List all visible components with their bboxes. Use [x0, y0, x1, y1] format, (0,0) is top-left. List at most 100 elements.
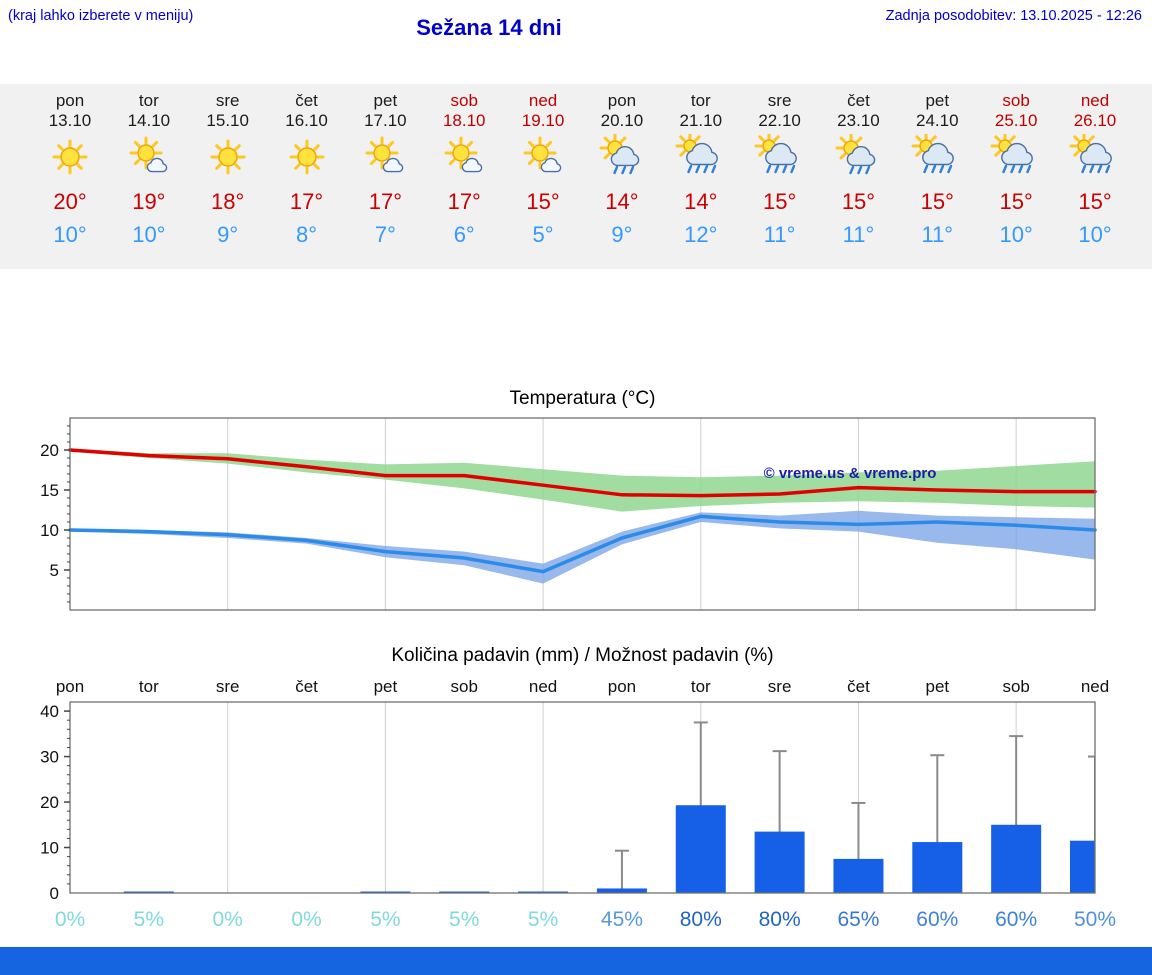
precip-bar — [439, 891, 490, 893]
precip-bar — [596, 888, 647, 893]
day-name: ned — [528, 91, 558, 110]
max-temp: 17° — [289, 189, 324, 214]
day-date: 26.10 — [1073, 111, 1117, 130]
min-temp: 11° — [763, 222, 796, 247]
max-temp: 17° — [447, 189, 481, 214]
cloud-rain-icon — [659, 131, 743, 182]
day-date: 23.10 — [837, 111, 880, 130]
day-name: sre — [767, 91, 792, 110]
max-temp: 20° — [53, 189, 87, 214]
precip-day-label: čet — [847, 677, 870, 696]
y-tick-label: 10 — [40, 521, 59, 540]
forecast-day-column[interactable]: pon 13.10 20° 10° — [28, 91, 112, 248]
precip-day-label: pon — [56, 677, 84, 696]
max-temp: 15° — [841, 189, 876, 214]
day-date: 25.10 — [994, 111, 1038, 130]
max-temp: 17° — [368, 189, 403, 214]
precip-bar — [991, 824, 1042, 893]
sun-cloud-icon — [422, 134, 506, 182]
forecast-day-column[interactable]: ned 19.10 15° 5° — [501, 91, 585, 248]
day-name: sob — [1002, 91, 1030, 110]
temperature-chart-title: Temperatura (°C) — [509, 388, 656, 409]
y-tick-label: 30 — [40, 748, 59, 767]
forecast-day-column[interactable]: ned 26.10 15° 10° — [1053, 91, 1137, 248]
sun-icon — [28, 134, 112, 182]
y-tick-label: 40 — [40, 702, 59, 721]
sun-cloud-icon — [343, 134, 427, 182]
max-temperature-range — [70, 448, 1095, 512]
precip-probability-label: 50% — [1074, 908, 1116, 931]
forecast-day-column[interactable]: pet 17.10 17° 7° — [343, 91, 427, 248]
precip-day-label: sob — [451, 677, 478, 696]
precip-probability-label: 0% — [55, 908, 85, 931]
day-name: sob — [450, 91, 478, 110]
forecast-day-column[interactable]: sob 25.10 15° 10° — [974, 91, 1058, 248]
precip-day-label: ned — [1081, 677, 1109, 696]
watermark: © vreme.us & vreme.pro — [764, 465, 937, 482]
day-name: sre — [215, 91, 240, 110]
precip-probability-label: 65% — [837, 908, 879, 931]
min-temp: 10° — [1078, 222, 1112, 247]
precip-bar — [912, 842, 963, 893]
day-date: 17.10 — [364, 111, 407, 130]
sun-icon — [186, 134, 270, 182]
min-temp: 12° — [684, 222, 718, 247]
min-temp: 11° — [921, 222, 954, 247]
forecast-day-column[interactable]: čet 23.10 15° 11° — [816, 91, 900, 248]
max-temp: 15° — [762, 189, 797, 214]
precip-day-label: tor — [139, 677, 159, 696]
min-temp: 5° — [532, 222, 554, 247]
precip-bar — [675, 805, 726, 893]
forecast-day-column[interactable]: čet 16.10 17° 8° — [265, 91, 349, 248]
forecast-strip: pon 13.10 20° 10° tor 14.10 19° 10° sre 15.10 18° 9… — [0, 84, 1152, 269]
precip-probability-label: 45% — [601, 908, 643, 931]
day-date: 20.10 — [600, 111, 644, 130]
precip-day-label: sob — [1002, 677, 1029, 696]
forecast-day-column[interactable]: sre 22.10 15° 11° — [738, 91, 822, 248]
y-tick-label: 15 — [40, 481, 59, 500]
day-name: tor — [690, 91, 711, 110]
day-name: pon — [55, 91, 85, 110]
forecast-day-column[interactable]: sre 15.10 18° 9° — [186, 91, 270, 248]
forecast-day-column[interactable]: tor 14.10 19° 10° — [107, 91, 191, 248]
min-temp: 11° — [842, 222, 875, 247]
page-title: Sežana 14 dni — [416, 15, 562, 40]
day-date: 13.10 — [48, 111, 92, 130]
location-menu-hint: (kraj lahko izberete v meniju) — [8, 8, 194, 24]
day-date: 14.10 — [127, 111, 171, 130]
precip-probability-label: 0% — [213, 908, 243, 931]
forecast-day-column[interactable]: pet 24.10 15° 11° — [895, 91, 979, 248]
precip-probability-label: 5% — [449, 908, 479, 931]
day-name: čet — [847, 91, 870, 110]
day-date: 19.10 — [521, 111, 565, 130]
max-temp: 15° — [1078, 189, 1112, 214]
footer-bar — [0, 947, 1152, 975]
precip-probability-label: 5% — [528, 908, 558, 931]
day-name: tor — [138, 91, 159, 110]
min-temp: 9° — [217, 222, 239, 247]
precip-day-label: sre — [216, 677, 240, 696]
last-update-timestamp: Zadnja posodobitev: 13.10.2025 - 12:26 — [885, 8, 1142, 24]
plot-border — [69, 417, 1096, 611]
precip-day-label: sre — [768, 677, 792, 696]
day-name: pet — [925, 91, 950, 110]
min-temp: 10° — [999, 222, 1033, 247]
forecast-day-column[interactable]: sob 18.10 17° 6° — [422, 91, 506, 248]
day-date: 24.10 — [916, 111, 959, 130]
day-date: 21.10 — [679, 111, 723, 130]
precip-day-label: čet — [295, 677, 318, 696]
max-temp: 15° — [999, 189, 1033, 214]
day-name: pon — [607, 91, 637, 110]
sun-cloud-icon — [501, 134, 585, 182]
min-temperature-range — [70, 510, 1095, 584]
day-name: čet — [295, 91, 318, 110]
max-temp: 14° — [605, 189, 639, 214]
forecast-day-column[interactable]: pon 20.10 14° 9° — [580, 91, 664, 248]
day-name: ned — [1080, 91, 1110, 110]
precip-probability-label: 0% — [291, 908, 321, 931]
min-temp: 6° — [453, 222, 475, 247]
precip-probability-label: 60% — [995, 908, 1037, 931]
precip-bar — [754, 831, 805, 893]
cloud-rain-icon — [1053, 131, 1137, 182]
forecast-day-column[interactable]: tor 21.10 14° 12° — [659, 91, 743, 248]
